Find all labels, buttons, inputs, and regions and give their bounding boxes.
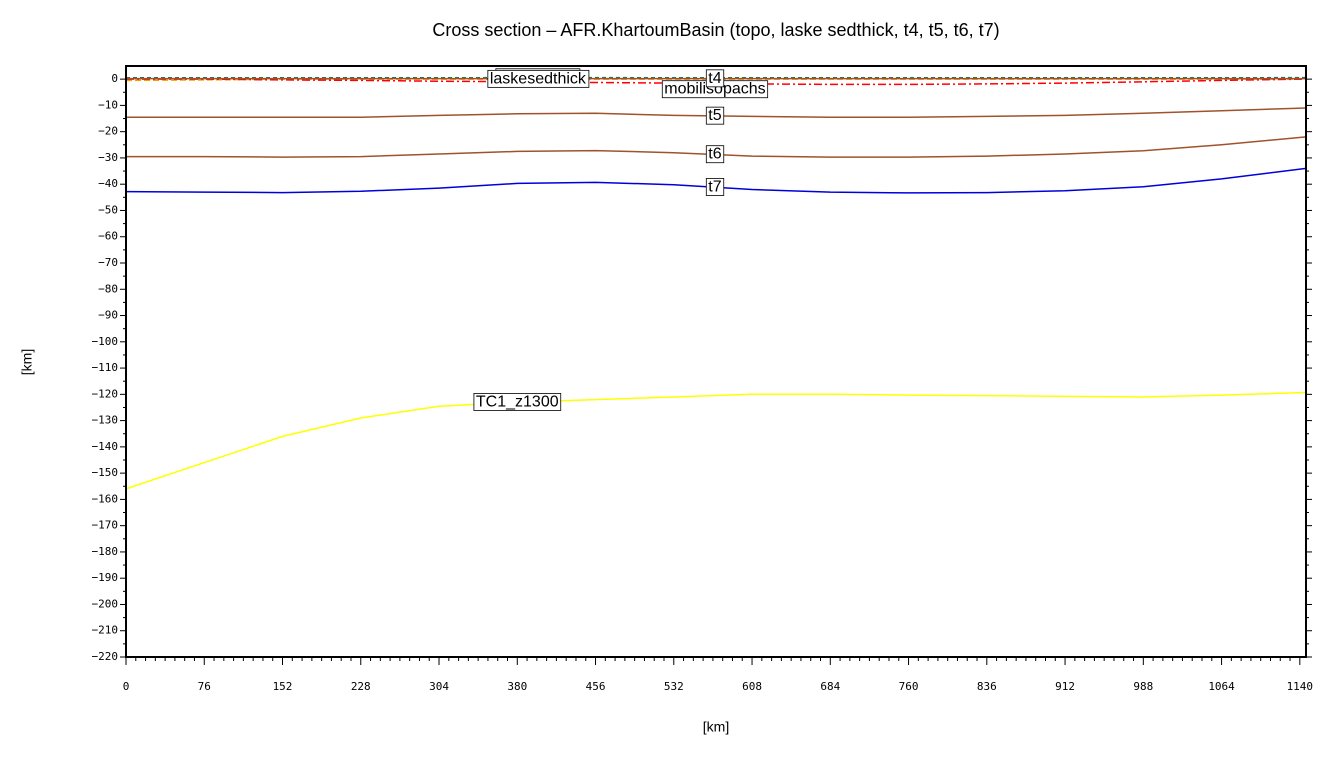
plot-frame (125, 65, 1307, 658)
y-tick-label: −200 (92, 597, 119, 610)
y-tick-label: −20 (98, 125, 118, 138)
series-label: laskesedthick (487, 69, 590, 88)
label-box (705, 178, 725, 196)
y-tick-label: −140 (92, 440, 119, 453)
y-tick-label: −190 (92, 571, 119, 584)
series-label: mobilisopachs (661, 80, 769, 99)
x-tick-label: 836 (977, 680, 997, 693)
series-label-text: t4 (708, 70, 721, 87)
series-line (125, 391, 1307, 490)
x-tick-label: 456 (586, 680, 606, 693)
y-tick-label: −130 (92, 414, 119, 427)
label-box (705, 145, 725, 164)
series-label: t7 (705, 178, 725, 196)
x-tick-label: 1140 (1287, 680, 1314, 693)
y-tick-label: −50 (98, 203, 118, 216)
x-tick-label: 608 (742, 680, 762, 693)
y-tick-label: −180 (92, 545, 119, 558)
y-tick-label: −10 (98, 98, 118, 111)
x-tick-label: 152 (273, 680, 293, 693)
x-axis-label: [km] (703, 719, 729, 735)
series-label-text: mobilisopachs (664, 81, 765, 98)
x-tick-label: 0 (123, 680, 130, 693)
y-tick-label: −150 (92, 466, 119, 479)
chart-title: Cross section – AFR.KhartoumBasin (topo,… (432, 20, 999, 40)
label-box (705, 69, 725, 88)
x-tick-label: 76 (198, 680, 211, 693)
y-tick-label: −220 (92, 650, 119, 663)
y-tick-label: −110 (92, 361, 119, 374)
y-tick-label: −120 (92, 387, 119, 400)
y-tick-label: −90 (98, 309, 118, 322)
series-label-text: t6 (708, 146, 721, 163)
y-tick-label: −160 (92, 492, 119, 505)
y-axis-label: [km] (19, 349, 35, 375)
series-label-text: t5 (708, 107, 721, 124)
label-box (487, 69, 590, 88)
series-line (126, 78, 1307, 86)
y-tick-label: −30 (98, 151, 118, 164)
y-tick-label: 0 (111, 72, 118, 85)
y-tick-label: −100 (92, 335, 119, 348)
label-box (473, 393, 562, 411)
x-tick-label: 912 (1055, 680, 1075, 693)
x-tick-label: 228 (351, 680, 371, 693)
x-tick-label: 380 (507, 680, 527, 693)
series-label: t6 (705, 145, 725, 164)
y-tick-label: −210 (92, 624, 119, 637)
y-tick-label: −170 (92, 519, 119, 532)
x-tick-label: 1064 (1208, 680, 1235, 693)
y-tick-label: −40 (98, 177, 118, 190)
series-label-text: laskesedthick (490, 70, 587, 87)
x-tick-label: 760 (899, 680, 919, 693)
x-tick-label: 532 (664, 680, 684, 693)
x-tick-label: 304 (429, 680, 449, 693)
x-tick-label: 988 (1133, 680, 1153, 693)
y-tick-label: −60 (98, 230, 118, 243)
label-box (705, 106, 725, 125)
series-label-text: TC1_z1300 (476, 393, 559, 410)
series-label: t4 (705, 69, 725, 88)
y-tick-label: −70 (98, 256, 118, 269)
series-label-text: t7 (708, 178, 721, 195)
x-tick-label: 684 (820, 680, 840, 693)
y-tick-label: −80 (98, 282, 118, 295)
series-label: TC1_z1300 (473, 393, 562, 411)
series-label: t5 (705, 106, 725, 125)
